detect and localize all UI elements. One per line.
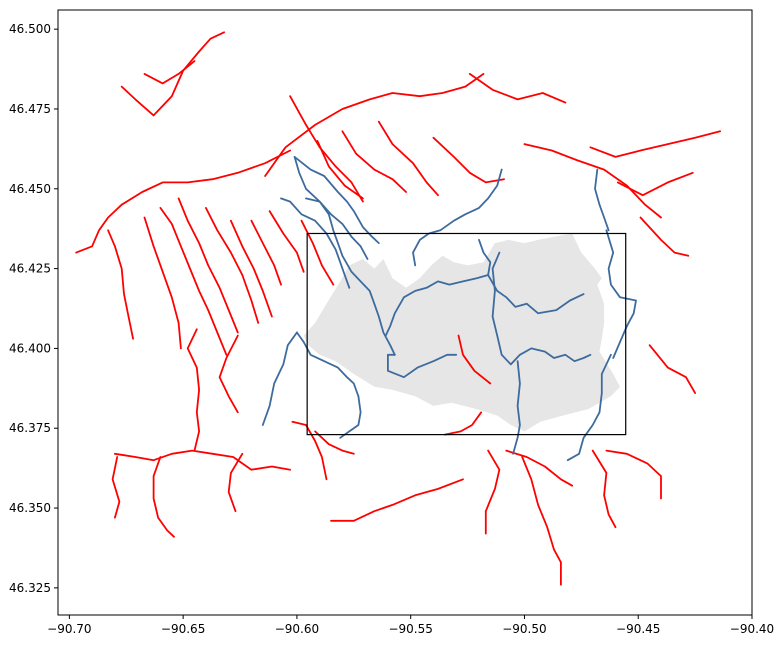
y-tick-label: 46.450 — [9, 182, 51, 196]
y-axis: 46.325 46.350 46.375 46.400 46.425 46.450 46.4… — [9, 22, 58, 595]
y-tick-label: 46.400 — [9, 341, 51, 355]
other-river-34 — [443, 411, 483, 436]
other-rivers-layer — [75, 31, 721, 586]
selected-river-8 — [387, 353, 458, 379]
x-tick-label: −90.45 — [616, 622, 660, 636]
selected-river-9 — [478, 239, 585, 315]
y-tick-label: 46.350 — [9, 501, 51, 515]
selected-river-10 — [491, 251, 592, 366]
x-tick-label: −90.70 — [47, 622, 91, 636]
other-river-2 — [143, 60, 196, 85]
other-river-9 — [432, 136, 505, 184]
other-river-39 — [605, 449, 662, 500]
other-river-35 — [484, 449, 501, 535]
other-river-32 — [330, 478, 464, 522]
selected-river-3 — [280, 197, 351, 289]
x-axis: −90.70 −90.65 −90.60 −90.55 −90.50 −90.45 −90.… — [47, 615, 774, 636]
basin-layer — [303, 233, 620, 432]
other-river-40 — [648, 344, 696, 394]
other-river-24 — [186, 328, 200, 452]
selected-rivers-layer — [261, 156, 637, 462]
selected-river-1 — [293, 156, 396, 356]
selected-river-4 — [305, 197, 369, 260]
other-river-7 — [341, 130, 407, 193]
other-river-3 — [264, 73, 485, 177]
y-tick-label: 46.375 — [9, 421, 51, 435]
other-river-37 — [521, 456, 562, 586]
other-river-30 — [291, 420, 328, 481]
other-river-20 — [250, 219, 282, 286]
other-river-18 — [205, 207, 260, 324]
x-tick-label: −90.40 — [730, 622, 774, 636]
y-tick-label: 46.325 — [9, 581, 51, 595]
selected-river-5 — [412, 168, 503, 267]
bounding-box — [306, 232, 627, 436]
other-river-19 — [230, 219, 273, 318]
selected-river-16 — [339, 395, 362, 439]
other-river-23 — [143, 216, 182, 350]
plot-area — [57, 9, 753, 616]
selected-river-13 — [566, 353, 612, 462]
y-tick-label: 46.475 — [9, 102, 51, 116]
other-river-28 — [152, 456, 175, 538]
x-tick-label: −90.60 — [275, 622, 319, 636]
y-tick-label: 46.425 — [9, 262, 51, 276]
x-tick-label: −90.50 — [502, 622, 546, 636]
selected-river-12 — [605, 229, 637, 359]
other-river-8 — [377, 120, 439, 197]
other-river-21 — [268, 210, 305, 273]
other-river-5 — [289, 95, 364, 203]
other-river-31 — [314, 430, 355, 455]
selected-river-14 — [261, 331, 298, 426]
other-river-15 — [107, 229, 134, 340]
other-river-12 — [616, 171, 694, 197]
selected-river-11 — [512, 360, 521, 455]
other-river-17 — [177, 197, 239, 334]
other-river-10 — [523, 143, 662, 219]
other-river-22 — [300, 219, 335, 286]
other-river-13 — [639, 216, 690, 257]
axes-frame — [57, 9, 753, 616]
other-river-29 — [227, 452, 244, 513]
other-river-25 — [218, 334, 239, 414]
basin-polygon — [303, 233, 620, 432]
selected-river-15 — [594, 168, 610, 232]
selected-river-7 — [296, 331, 360, 398]
y-tick-label: 46.500 — [9, 22, 51, 36]
x-tick-label: −90.65 — [161, 622, 205, 636]
other-river-1 — [120, 31, 225, 117]
selected-river-6 — [384, 274, 489, 337]
other-river-33 — [457, 334, 492, 385]
other-river-36 — [505, 449, 574, 487]
other-river-26 — [114, 449, 291, 471]
x-tick-label: −90.55 — [388, 622, 432, 636]
other-river-27 — [111, 456, 121, 519]
other-river-16 — [159, 207, 228, 356]
other-river-11 — [589, 130, 721, 158]
other-river-6 — [316, 140, 364, 200]
other-river-14 — [75, 149, 291, 254]
other-river-38 — [591, 449, 617, 529]
other-river-4 — [468, 73, 567, 104]
